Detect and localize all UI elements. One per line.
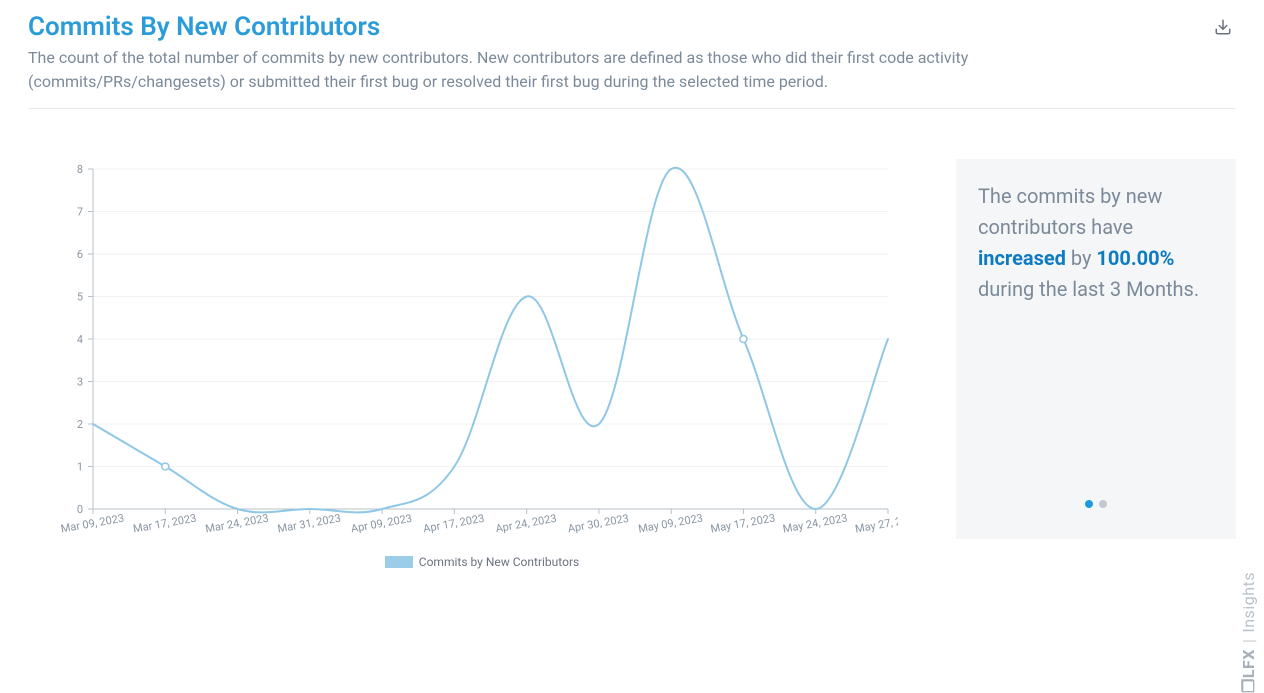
page-subtitle: The count of the total number of commits… [28, 46, 1128, 94]
summary-suffix: during the last 3 Months. [978, 277, 1199, 301]
pager-dot[interactable] [1099, 500, 1107, 508]
brand-strong: ❐LFX [1239, 649, 1258, 693]
brand-sep: | [1239, 639, 1258, 643]
svg-text:5: 5 [77, 291, 83, 304]
summary-percent: 100.00% [1096, 246, 1174, 270]
legend-label: Commits by New Contributors [419, 555, 579, 569]
summary-prefix: The commits by new contributors have [978, 184, 1162, 239]
svg-text:May 24, 2023: May 24, 2023 [782, 511, 849, 535]
summary-card: The commits by new contributors have inc… [956, 159, 1236, 539]
pager-dot[interactable] [1085, 500, 1093, 508]
chart-legend: Commits by New Contributors [28, 555, 936, 569]
commits-chart: 0 1 2 3 4 5 6 7 8 Mar 09, 2023 Mar 17, 2023 Mar 24,… [28, 159, 936, 569]
svg-text:7: 7 [77, 206, 83, 219]
svg-text:Apr 24, 2023: Apr 24, 2023 [494, 512, 557, 536]
svg-text:1: 1 [77, 461, 83, 474]
svg-text:6: 6 [77, 248, 83, 261]
svg-text:3: 3 [77, 376, 83, 389]
svg-text:Mar 17, 2023: Mar 17, 2023 [132, 512, 197, 536]
pager-dots[interactable] [956, 486, 1236, 517]
svg-text:4: 4 [77, 333, 83, 346]
brand-watermark: ❐LFX | Insights [1239, 572, 1258, 693]
section-divider [28, 108, 1236, 109]
svg-text:Apr 09, 2023: Apr 09, 2023 [350, 512, 413, 536]
summary-direction: increased [978, 246, 1066, 270]
svg-text:Mar 09, 2023: Mar 09, 2023 [60, 512, 125, 536]
svg-text:0: 0 [77, 503, 83, 516]
svg-text:May 27, 2023: May 27, 2023 [854, 511, 898, 535]
page-title: Commits By New Contributors [28, 12, 1128, 42]
svg-text:May 17, 2023: May 17, 2023 [709, 511, 776, 535]
download-icon[interactable] [1210, 14, 1236, 44]
svg-text:2: 2 [77, 418, 83, 431]
brand-light: Insights [1239, 572, 1258, 633]
svg-text:Mar 24, 2023: Mar 24, 2023 [204, 512, 269, 536]
legend-swatch [385, 556, 413, 568]
svg-text:8: 8 [77, 163, 83, 176]
svg-text:Apr 30, 2023: Apr 30, 2023 [567, 512, 630, 536]
summary-middle: by [1066, 246, 1097, 270]
svg-text:Mar 31, 2023: Mar 31, 2023 [277, 512, 342, 536]
svg-text:Apr 17, 2023: Apr 17, 2023 [422, 512, 485, 536]
svg-text:May 09, 2023: May 09, 2023 [637, 511, 704, 535]
